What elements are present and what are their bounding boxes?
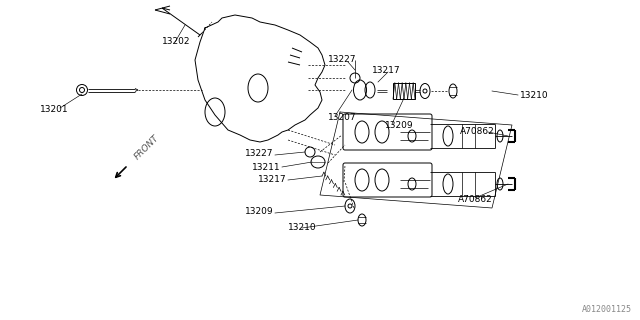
Text: 13217: 13217 bbox=[372, 67, 401, 76]
Text: A70862: A70862 bbox=[458, 196, 493, 204]
Text: A70862: A70862 bbox=[460, 127, 495, 137]
Text: 13211: 13211 bbox=[252, 163, 280, 172]
Text: 13227: 13227 bbox=[245, 149, 273, 158]
Text: 13227: 13227 bbox=[328, 55, 356, 65]
Text: 13217: 13217 bbox=[258, 175, 287, 185]
Text: 13201: 13201 bbox=[40, 106, 68, 115]
Text: 13210: 13210 bbox=[288, 223, 317, 233]
Text: 13209: 13209 bbox=[385, 122, 413, 131]
Text: FRONT: FRONT bbox=[133, 133, 161, 161]
Text: 13202: 13202 bbox=[162, 37, 191, 46]
Text: 13207: 13207 bbox=[328, 114, 356, 123]
Text: A012001125: A012001125 bbox=[582, 305, 632, 314]
Text: 13210: 13210 bbox=[520, 91, 548, 100]
Text: 13209: 13209 bbox=[245, 207, 274, 217]
